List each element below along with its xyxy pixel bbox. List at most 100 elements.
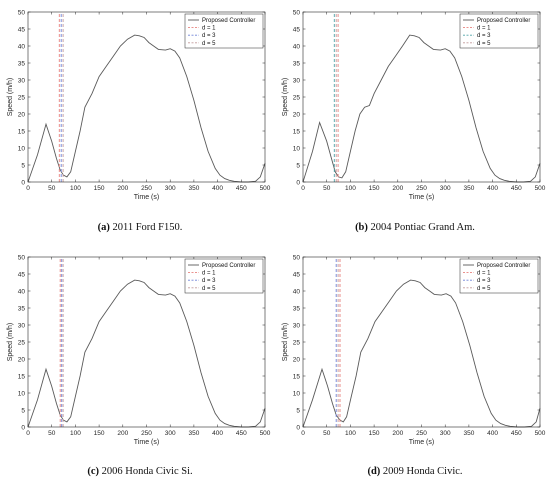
x-tick-label: 500 bbox=[260, 185, 271, 192]
x-tick-label: 350 bbox=[463, 430, 474, 437]
x-tick-label: 50 bbox=[48, 430, 56, 437]
y-tick-label: 0 bbox=[21, 179, 25, 186]
x-tick-label: 300 bbox=[165, 185, 176, 192]
y-tick-label: 0 bbox=[21, 424, 25, 431]
y-tick-label: 50 bbox=[293, 254, 301, 261]
x-tick-label: 0 bbox=[301, 430, 305, 437]
x-tick-label: 350 bbox=[463, 185, 474, 192]
chart-panel-c: 0 50 100 150 200 250 300 350 400 450 500 0 5 10 15 20 25… bbox=[7, 254, 271, 446]
chart-panel-b: 0 50 100 150 200 250 300 350 400 450 500 0 5 10 15 20 25… bbox=[282, 9, 546, 201]
legend: Proposed Controller d = 1d = 3 d = 5 bbox=[184, 258, 264, 294]
legend: Proposed Controller d = 1d = 3 d = 5 bbox=[459, 13, 539, 49]
y-tick-label: 15 bbox=[18, 373, 26, 380]
y-tick-label: 25 bbox=[18, 339, 26, 346]
x-tick-label: 150 bbox=[94, 430, 105, 437]
x-tick-label: 400 bbox=[212, 430, 223, 437]
caption-b: (b) 2004 Pontiac Grand Am. bbox=[280, 222, 550, 233]
y-tick-label: 30 bbox=[293, 322, 301, 329]
x-tick-label: 150 bbox=[94, 185, 105, 192]
legend-label: Proposed Controller bbox=[477, 18, 530, 24]
y-tick-label: 5 bbox=[21, 407, 25, 414]
legend-label: Proposed Controller bbox=[202, 18, 255, 24]
legend-label: d = 3 bbox=[477, 33, 491, 39]
chart-panel-a: 0 50 100 150 200 250 300 350 400 450 500 0 5 10 15 20 25… bbox=[7, 9, 271, 201]
x-tick-label: 450 bbox=[236, 185, 247, 192]
y-axis-label: Speed (m/h) bbox=[282, 323, 289, 362]
x-tick-label: 200 bbox=[392, 430, 403, 437]
legend-label: d = 5 bbox=[202, 41, 216, 47]
x-tick-label: 300 bbox=[165, 430, 176, 437]
x-tick-label: 450 bbox=[511, 185, 522, 192]
y-tick-label: 45 bbox=[293, 26, 301, 33]
chart-panel-d: 0 50 100 150 200 250 300 350 400 450 500 0 5 10 15 20 25… bbox=[282, 254, 546, 446]
series-line-proposed-controller bbox=[302, 34, 541, 183]
x-tick-label: 250 bbox=[416, 185, 427, 192]
y-tick-label: 25 bbox=[293, 94, 301, 101]
legend-label: Proposed Controller bbox=[477, 263, 530, 269]
y-tick-label: 15 bbox=[293, 128, 301, 135]
x-tick-label: 250 bbox=[416, 430, 427, 437]
y-tick-label: 45 bbox=[293, 271, 301, 278]
y-tick-label: 0 bbox=[296, 424, 300, 431]
caption-tag: (c) bbox=[87, 466, 100, 477]
y-axis-label: Speed (m/h) bbox=[282, 78, 289, 117]
x-tick-label: 100 bbox=[345, 185, 356, 192]
x-tick-label: 0 bbox=[301, 185, 305, 192]
x-tick-label: 300 bbox=[440, 185, 451, 192]
legend-label: d = 3 bbox=[477, 278, 491, 284]
x-tick-label: 400 bbox=[487, 430, 498, 437]
caption-tag: (d) bbox=[367, 466, 381, 477]
y-tick-label: 45 bbox=[18, 26, 26, 33]
x-tick-label: 0 bbox=[26, 185, 30, 192]
y-tick-label: 10 bbox=[18, 390, 26, 397]
y-tick-label: 40 bbox=[18, 288, 26, 295]
x-tick-label: 400 bbox=[212, 185, 223, 192]
y-tick-label: 35 bbox=[293, 305, 301, 312]
y-tick-label: 5 bbox=[296, 407, 300, 414]
x-tick-label: 100 bbox=[345, 430, 356, 437]
y-tick-label: 20 bbox=[18, 356, 26, 363]
caption-text: 2011 Ford F150. bbox=[112, 222, 183, 233]
caption-tag: (a) bbox=[97, 222, 110, 233]
x-tick-label: 50 bbox=[323, 430, 331, 437]
x-tick-label: 300 bbox=[440, 430, 451, 437]
y-tick-label: 5 bbox=[296, 162, 300, 169]
x-tick-label: 200 bbox=[392, 185, 403, 192]
x-tick-label: 350 bbox=[188, 430, 199, 437]
y-tick-label: 10 bbox=[293, 390, 301, 397]
caption-text: 2004 Pontiac Grand Am. bbox=[370, 222, 475, 233]
x-tick-label: 450 bbox=[236, 430, 247, 437]
caption-text: 2006 Honda Civic Si. bbox=[101, 466, 193, 477]
x-tick-label: 100 bbox=[70, 430, 81, 437]
x-tick-label: 100 bbox=[70, 185, 81, 192]
y-tick-label: 25 bbox=[293, 339, 301, 346]
caption-c: (c) 2006 Honda Civic Si. bbox=[5, 466, 275, 477]
y-tick-label: 20 bbox=[18, 111, 26, 118]
y-tick-label: 40 bbox=[18, 43, 26, 50]
legend-label: d = 5 bbox=[202, 286, 216, 292]
legend-label: Proposed Controller bbox=[202, 263, 255, 269]
y-tick-label: 50 bbox=[18, 254, 26, 261]
y-tick-label: 20 bbox=[293, 111, 301, 118]
caption-tag: (b) bbox=[355, 222, 368, 233]
y-tick-label: 10 bbox=[293, 145, 301, 152]
legend-label: d = 5 bbox=[477, 41, 491, 47]
x-axis-label: Time (s) bbox=[409, 194, 434, 201]
y-tick-label: 50 bbox=[18, 9, 26, 16]
y-tick-label: 45 bbox=[18, 271, 26, 278]
legend: Proposed Controller d = 1d = 3 d = 5 bbox=[459, 258, 539, 294]
y-tick-label: 35 bbox=[18, 60, 26, 67]
x-tick-label: 500 bbox=[260, 430, 271, 437]
x-tick-label: 250 bbox=[141, 185, 152, 192]
y-tick-label: 10 bbox=[18, 145, 26, 152]
legend-label: d = 5 bbox=[477, 286, 491, 292]
x-tick-label: 200 bbox=[117, 430, 128, 437]
caption-d: (d) 2009 Honda Civic. bbox=[280, 466, 550, 477]
series-line-proposed-controller bbox=[302, 279, 541, 428]
y-tick-label: 15 bbox=[18, 128, 26, 135]
legend-label: d = 1 bbox=[202, 26, 216, 32]
legend: Proposed Controller d = 1d = 3 d = 5 bbox=[184, 13, 264, 49]
series-line-proposed-controller bbox=[27, 34, 266, 183]
legend-label: d = 1 bbox=[202, 271, 216, 277]
